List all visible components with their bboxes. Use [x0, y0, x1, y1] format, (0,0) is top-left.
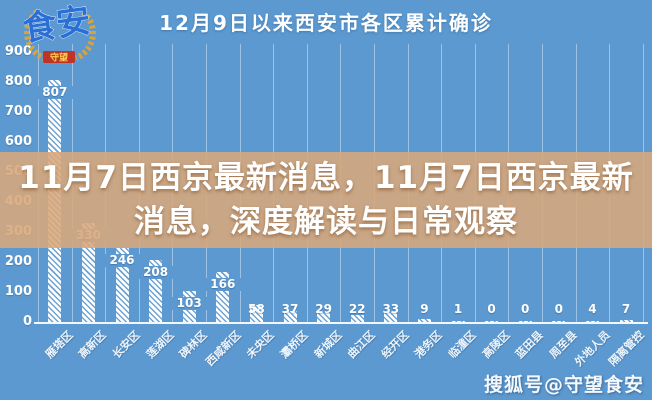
y-axis-tick-label: 200 [4, 254, 32, 269]
bar-value-label: 29 [315, 302, 332, 316]
bar-新城区 [317, 313, 331, 322]
logo-ribbon [43, 51, 75, 63]
logo-ribbon-text: 守望 [50, 52, 68, 64]
headline-line1: 11月7日西京最新消息，11月7日西京最新 [18, 160, 634, 196]
bar-value-label: 807 [34, 85, 75, 99]
bar-港务区 [417, 319, 431, 322]
bar-灞桥区 [283, 310, 297, 322]
bar-value-label: 1 [453, 302, 463, 316]
x-axis-line [34, 322, 648, 324]
bar-value-label: 208 [135, 265, 176, 279]
logo-wreath-icon: 食安 守望 [20, 0, 96, 64]
bar-未央区 [249, 304, 263, 322]
headline-line2: 消息，深度解读与日常观察 [134, 204, 518, 240]
chart-title: 12月9日以来西安市各区累计确诊 [159, 11, 493, 35]
y-axis-tick-label: 700 [4, 104, 32, 119]
bar-隔离管控 [619, 319, 633, 322]
y-axis-tick-label: 100 [4, 284, 32, 299]
bar-value-label: 0 [521, 302, 530, 316]
bar-value-label: 166 [202, 278, 243, 292]
bar-value-label: 9 [420, 302, 429, 316]
bar-外地人员 [585, 320, 599, 322]
y-axis-tick-label: 0 [22, 314, 32, 329]
wreath-right-branch [74, 9, 96, 61]
bar-value-label: 22 [348, 302, 366, 316]
bar-临潼区 [451, 320, 465, 322]
bar-value-label: 7 [621, 302, 631, 316]
bar-value-label: 103 [169, 297, 210, 311]
bar-value-label: 246 [102, 254, 142, 268]
bar-value-label: 4 [588, 302, 597, 316]
bar-value-label: 37 [281, 302, 299, 316]
bar-value-label: 0 [554, 302, 563, 316]
y-axis-tick-label: 800 [4, 74, 32, 89]
bar-value-label: 58 [248, 302, 265, 316]
watermark-sohu-account: 搜狐号@守望食安 [483, 374, 644, 396]
y-axis-tick-label: 900 [4, 44, 32, 59]
bar-value-label: 33 [382, 302, 400, 316]
food-safety-logo-badge: 食安 守望 [20, 0, 96, 68]
headline-banner: 11月7日西京最新消息，11月7日西京最新 消息，深度解读与日常观察 [0, 152, 652, 248]
bar-曲江区 [350, 315, 364, 322]
logo-main-text: 食安 [24, 1, 93, 50]
bar-高陵区 [485, 320, 499, 322]
bar-经开区 [384, 312, 398, 322]
bar-value-label: 0 [487, 302, 496, 316]
y-axis-tick-label: 600 [4, 134, 32, 149]
bar-蓝田县 [518, 320, 532, 322]
bar-周至县 [552, 320, 566, 322]
wreath-left-branch [24, 9, 46, 61]
